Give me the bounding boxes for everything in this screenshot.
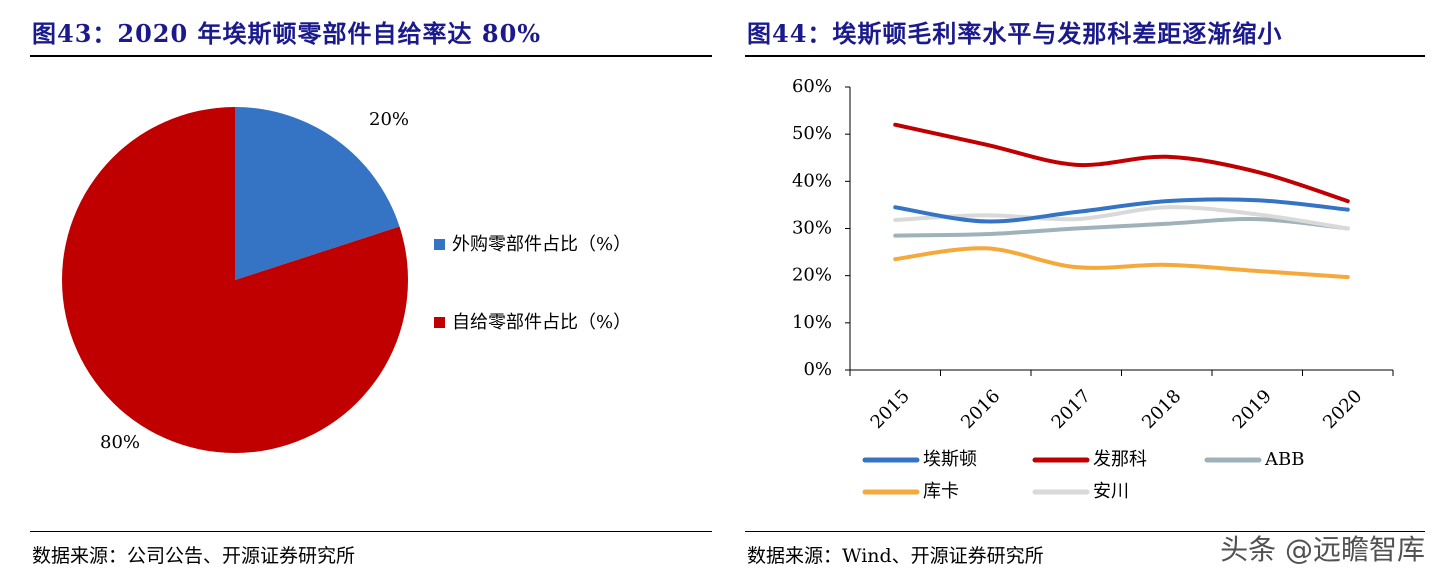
line-figure-panel: 图44：埃斯顿毛利率水平与发那科差距逐渐缩小 0% 10% 20% 30% 40% 50%… <box>745 0 1425 580</box>
series-line <box>893 205 1350 231</box>
x-tick-label: 2017 <box>1048 386 1095 433</box>
line-figure-title: 图44：埃斯顿毛利率水平与发那科差距逐渐缩小 <box>747 19 1283 48</box>
line-chart: 0% 10% 20% 30% 40% 50% 60% 2015 2016 2017 2018 2019… <box>792 76 1394 502</box>
legend-swatch <box>434 317 445 328</box>
pie-figure-panel: 图43：2020 年埃斯顿零部件自给率达 80% 20% 80% 外购零部件占比（%… <box>30 0 712 580</box>
series-line <box>893 197 1350 224</box>
pie-chart: 20% 80% 外购零部件占比（%） 自给零部件占比（%） <box>61 107 631 453</box>
legend-label: ABB <box>1264 449 1304 470</box>
y-tick-label: 60% <box>792 76 832 97</box>
series-line <box>893 246 1350 280</box>
legend-label: 发那科 <box>1093 449 1147 470</box>
x-tick-label: 2020 <box>1319 386 1366 433</box>
series-line <box>893 122 1350 204</box>
legend-label: 外购零部件占比（%） <box>452 234 631 255</box>
y-tick-label: 50% <box>792 123 832 144</box>
y-tick-label: 40% <box>792 170 832 191</box>
pie-source-note: 数据来源：公司公告、开源证券研究所 <box>32 545 356 567</box>
y-tick-label: 20% <box>792 265 832 286</box>
legend-swatch <box>434 239 445 250</box>
pie-slice <box>61 107 408 453</box>
legend-label: 自给零部件占比（%） <box>452 312 631 333</box>
x-tick-label: 2018 <box>1138 386 1185 433</box>
legend-label: 埃斯顿 <box>923 449 977 470</box>
x-tick-label: 2015 <box>867 386 914 433</box>
x-tick-label: 2019 <box>1229 386 1276 433</box>
series-line <box>893 216 1350 238</box>
y-tick-label: 10% <box>792 312 832 333</box>
x-tick-label: 2016 <box>957 386 1004 433</box>
pie-data-label: 20% <box>369 109 409 130</box>
source-rule <box>745 531 1425 532</box>
title-rule <box>30 55 712 57</box>
pie-data-label: 80% <box>100 432 140 453</box>
pie-slice <box>235 107 400 280</box>
line-source-note: 数据来源：Wind、开源证券研究所 <box>747 545 1044 567</box>
watermark-text: 头条 @远瞻智库 <box>1220 533 1425 566</box>
pie-figure-title: 图43：2020 年埃斯顿零部件自给率达 80% <box>32 19 542 48</box>
legend-label: 安川 <box>1093 481 1129 502</box>
title-rule <box>745 55 1425 57</box>
y-tick-label: 0% <box>803 359 832 380</box>
source-rule <box>30 531 712 532</box>
y-tick-label: 30% <box>792 218 832 239</box>
legend-label: 库卡 <box>923 481 959 502</box>
